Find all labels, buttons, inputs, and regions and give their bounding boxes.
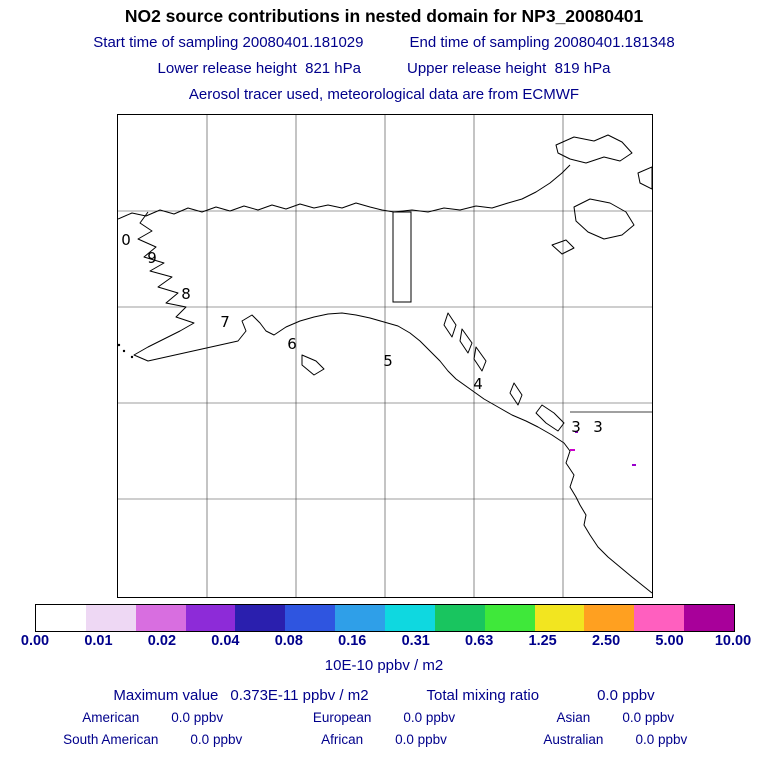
trajectory-label: 6 [287,335,297,353]
colorbar-segment [584,605,635,631]
trajectory-label: 9 [147,249,157,267]
contribution-specks [570,431,636,466]
colorbar-segment [235,605,286,631]
region-item: South American 0.0 ppbv [50,732,255,747]
island-panhandle-2 [459,328,473,354]
region-name: American [82,710,140,725]
upper-release-text: Upper release height 819 hPa [407,60,611,77]
colorbar-segment [534,605,585,631]
island-kodiak [301,354,325,376]
trajectory-label: 7 [220,313,230,331]
colorbar-segment [135,605,186,631]
maximum-value: 0.373E-11 ppbv / m2 [230,687,369,704]
colorbar-tick-label: 0.08 [274,633,303,649]
colorbar-segment [285,605,336,631]
region-value: 0.0 ppbv [635,732,688,747]
colorbar-segment [36,605,86,631]
trajectory-label: 4 [473,375,483,393]
region-value: 0.0 ppbv [171,710,224,725]
region-value: 0.0 ppbv [403,710,456,725]
region-name: Australian [543,732,604,747]
coastline-north [118,164,571,220]
release-heights-line: Lower release height 821 hPa Upper relea… [0,60,768,77]
colorbar-segment [335,605,386,631]
aleutian-islets [118,343,134,359]
island-panhandle-1 [443,312,457,338]
colorbar-tick-label: 10.00 [714,633,752,649]
trajectory-label: 0 [121,231,131,249]
lower-release-text: Lower release height 821 hPa [157,60,361,77]
sampling-times-line: Start time of sampling 20080401.181029 E… [0,34,768,51]
colorbar-tick-label: 5.00 [655,633,684,649]
colorbar-segment [434,605,485,631]
region-name: European [312,710,372,725]
island-arctic-1 [555,134,633,164]
colorbar-tick-label: 0.63 [465,633,494,649]
colorbar-segment [684,605,735,631]
map-svg: 09 8 7 6 5 4 3 3 [118,115,652,597]
colorbar-tick-label: 0.04 [211,633,240,649]
release-box [392,211,412,303]
region-item: Asian 0.0 ppbv [513,710,718,725]
trajectory-label: 5 [383,352,393,370]
region-item: American 0.0 ppbv [50,710,255,725]
end-time-text: End time of sampling 20080401.181348 [409,34,675,51]
colorbar-segment [85,605,136,631]
maximum-label: Maximum value [113,687,219,704]
colorbar-tick-label: 0.16 [338,633,367,649]
colorbar-segment [484,605,535,631]
colorbar-segment [185,605,236,631]
colorbar-tick-label: 1.25 [528,633,557,649]
tracer-line: Aerosol tracer used, meteorological data… [0,86,768,103]
colorbar-tick-label: 0.02 [147,633,177,649]
region-item: European 0.0 ppbv [281,710,486,725]
regions-grid: American 0.0 ppbv European 0.0 ppbv Asian 0.0… [50,710,718,747]
trajectory-label: 3 [593,418,603,436]
colorbar [35,604,735,632]
island-arctic-4 [551,239,575,255]
island-arctic-3 [637,166,652,190]
colorbar-ticks: 0.00 0.01 0.02 0.04 0.08 0.16 0.31 0.63 1.25 2.50… [21,633,751,651]
region-value: 0.0 ppbv [622,710,675,725]
trajectory-label: 8 [181,285,191,303]
colorbar-tick-label: 0.01 [84,633,113,649]
start-time-text: Start time of sampling 20080401.181029 [93,34,364,51]
page-title: NO2 source contributions in nested domai… [124,6,644,26]
island-vancouver [535,404,565,432]
colorbar-segment [634,605,685,631]
total-mixing-value: 0.0 ppbv [597,687,655,704]
trajectory-label: 3 [571,418,581,436]
region-name: Asian [556,710,591,725]
colorbar-units-label: 10E-10 ppbv / m2 [324,657,444,674]
region-name: South American [63,732,159,747]
total-mixing-label: Total mixing ratio [426,687,540,704]
region-value: 0.0 ppbv [395,732,447,747]
colorbar-tick-label: 0.00 [20,633,50,649]
island-haida-gwaii [509,382,523,406]
tracer-text: Aerosol tracer used, meteorological data… [188,86,580,103]
region-item: African 0.0 ppbv [281,732,486,747]
colorbar-tick-label: 2.50 [591,633,621,649]
summary-line: Maximum value 0.373E-11 ppbv / m2 Total … [0,687,768,704]
region-item: Australian 0.0 ppbv [513,732,718,747]
colorbar-tick-label: 0.31 [401,633,430,649]
region-name: African [321,732,364,747]
island-panhandle-3 [473,346,487,372]
colorbar-segment [385,605,435,631]
island-arctic-2 [573,198,635,240]
coastline-west [133,211,652,594]
region-value: 0.0 ppbv [190,732,243,747]
